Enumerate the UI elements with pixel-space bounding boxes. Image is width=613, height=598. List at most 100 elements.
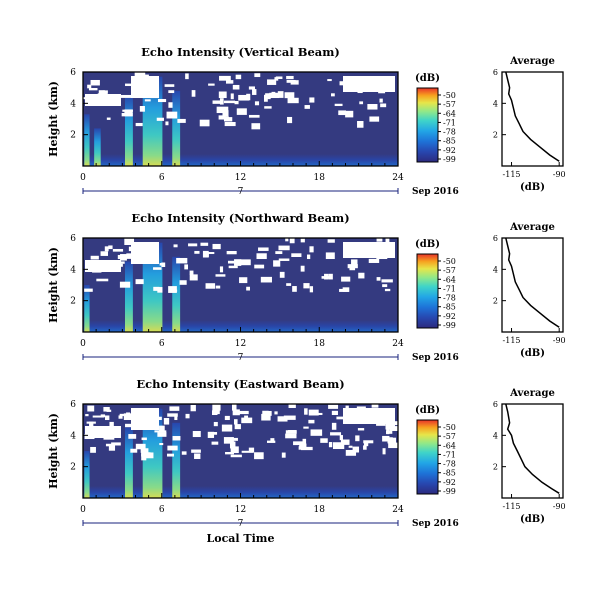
data-gap — [298, 446, 303, 450]
data-gap — [176, 257, 188, 264]
data-gap — [219, 75, 231, 81]
data-gap — [287, 97, 299, 104]
colorbar-tick-label: -78 — [443, 460, 456, 469]
average-x-label: (dB) — [520, 182, 545, 193]
data-gap — [104, 246, 109, 252]
data-gap — [228, 265, 238, 269]
data-gap — [302, 438, 307, 446]
data-gap — [213, 421, 218, 427]
average-profile-line — [505, 71, 560, 162]
data-gap — [126, 253, 136, 259]
average-title: Average — [509, 388, 555, 399]
data-gap — [230, 454, 242, 458]
colorbar-tick-label: -64 — [443, 109, 456, 118]
data-gap — [320, 438, 328, 443]
data-gap — [90, 446, 96, 453]
colorbar-tick-label: -99 — [443, 155, 456, 164]
data-gap — [227, 260, 235, 264]
data-gap — [191, 449, 201, 453]
y-tick-label: 6 — [70, 234, 76, 244]
data-gap — [285, 238, 289, 242]
data-gap — [289, 238, 295, 244]
average-y-tick-label: 2 — [493, 297, 498, 306]
colorbar-tick-label: -85 — [443, 469, 456, 478]
data-gap — [108, 245, 113, 250]
data-gap — [309, 246, 314, 253]
average-y-tick-label: 2 — [493, 131, 498, 140]
x-tick-label: 6 — [159, 339, 165, 349]
data-gap — [265, 93, 271, 100]
data-gap — [304, 408, 308, 415]
data-gap — [348, 445, 353, 448]
data-gap — [141, 453, 147, 461]
data-gap — [130, 448, 138, 453]
data-gap — [275, 76, 283, 80]
data-gap — [371, 404, 379, 408]
data-gap — [340, 439, 350, 445]
echo-column — [172, 422, 181, 498]
average-y-tick-label: 4 — [493, 99, 498, 108]
data-gap — [221, 424, 233, 432]
data-gap — [248, 114, 260, 118]
data-gap — [328, 442, 333, 448]
colorbar-tick-label: -92 — [443, 146, 456, 155]
colorbar — [416, 253, 439, 329]
data-gap — [328, 273, 333, 280]
colorbar — [416, 87, 439, 163]
data-gap — [278, 258, 290, 261]
data-gap — [331, 422, 337, 430]
echo-column — [142, 242, 163, 332]
data-gap — [331, 93, 335, 97]
data-gap — [153, 286, 160, 291]
data-gap — [223, 117, 233, 122]
data-gap — [376, 277, 381, 281]
y-tick-label: 6 — [70, 400, 76, 410]
data-gap — [98, 90, 105, 98]
data-gap — [215, 407, 220, 415]
data-gap — [85, 260, 121, 272]
data-gap — [284, 92, 295, 99]
data-gap — [87, 405, 95, 412]
data-gap — [254, 452, 264, 460]
y-tick-label: 4 — [70, 99, 76, 109]
data-gap — [126, 412, 131, 417]
data-gap — [84, 288, 93, 292]
data-gap — [260, 276, 272, 283]
data-gap — [167, 453, 174, 457]
average-x-tick-label: -115 — [503, 502, 521, 511]
data-gap — [330, 432, 342, 436]
data-gap — [256, 253, 267, 260]
data-gap — [159, 425, 165, 431]
data-gap — [241, 450, 254, 453]
data-gap — [327, 239, 335, 243]
data-gap — [168, 90, 175, 94]
average-y-tick-label: 6 — [493, 68, 498, 77]
data-gap — [131, 434, 135, 438]
data-gap — [156, 117, 164, 121]
colorbar-tick-label: -64 — [443, 441, 456, 450]
data-gap — [189, 274, 198, 281]
colorbar-tick-label: -78 — [443, 294, 456, 303]
echo-column — [125, 427, 133, 498]
colorbar-tick-label: -92 — [443, 312, 456, 321]
date-label: Sep 2016 — [412, 353, 459, 363]
average-y-tick-label: 4 — [493, 431, 498, 440]
data-gap — [225, 451, 234, 455]
data-gap — [341, 276, 351, 282]
data-gap — [141, 437, 147, 441]
data-gap — [241, 417, 253, 424]
data-gap — [334, 103, 343, 107]
colorbar-tick-label: -78 — [443, 128, 456, 137]
data-gap — [293, 441, 305, 446]
data-gap — [382, 284, 388, 288]
average-y-tick-label: 6 — [493, 234, 498, 243]
y-tick-label: 4 — [70, 265, 76, 275]
x-tick-label: 24 — [392, 505, 404, 515]
data-gap — [338, 110, 347, 116]
data-gap — [309, 97, 315, 103]
x-tick-label: 24 — [392, 339, 404, 349]
colorbar-tick-label: -71 — [443, 284, 456, 293]
y-axis-label: Height (km) — [47, 247, 60, 323]
data-gap — [230, 437, 238, 441]
data-gap — [165, 121, 169, 126]
